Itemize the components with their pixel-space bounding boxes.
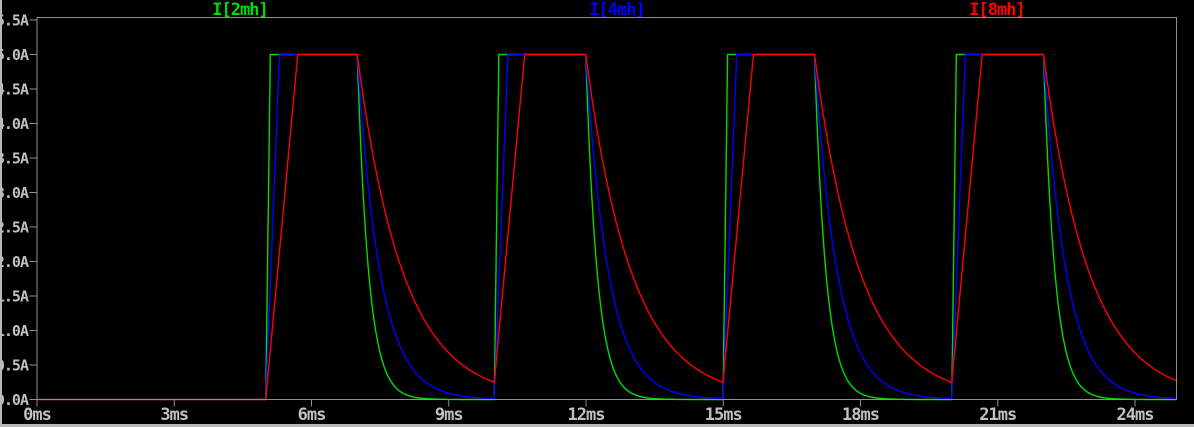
x-tick-label: 12ms — [568, 405, 605, 425]
y-tick-label: 4.0A — [0, 115, 29, 133]
y-tick-label: 1.0A — [0, 322, 29, 340]
window-edge-bottom — [0, 424, 1194, 427]
plot-canvas[interactable] — [37, 17, 1177, 400]
y-tick-label: 4.5A — [0, 81, 29, 99]
x-tick-label: 15ms — [705, 405, 742, 425]
y-tick-label: 5.5A — [0, 12, 29, 30]
y-tick-label: 0.5A — [0, 357, 29, 375]
y-tick-label: 0.0A — [0, 391, 29, 409]
x-tick-label: 21ms — [979, 405, 1016, 425]
x-tick-label: 3ms — [160, 405, 188, 425]
y-tick-label: 2.0A — [0, 253, 29, 271]
legend-label-i8mh[interactable]: I[8mh] — [969, 0, 1025, 20]
y-tick-label: 3.5A — [0, 150, 29, 168]
legend-label-i4mh[interactable]: I[4mh] — [589, 0, 645, 20]
y-tick-label: 5.0A — [0, 46, 29, 64]
x-tick-label: 9ms — [435, 405, 463, 425]
x-tick-label: 18ms — [842, 405, 879, 425]
y-tick-label: 1.5A — [0, 288, 29, 306]
x-tick-label: 6ms — [298, 405, 326, 425]
legend-label-i2mh[interactable]: I[2mh] — [212, 0, 268, 20]
window-edge-left — [0, 0, 2, 427]
x-tick-label: 0ms — [23, 405, 51, 425]
y-tick-label: 3.0A — [0, 184, 29, 202]
x-tick-label: 24ms — [1117, 405, 1154, 425]
axis-ticks: 0.0A 0.5A 1.0A 1.5A 2.0A 2.5A 3.0A 3.5A 4.0A 4.5A… — [0, 12, 1154, 426]
y-tick-label: 2.5A — [0, 219, 29, 237]
plot-border — [36, 17, 1177, 400]
